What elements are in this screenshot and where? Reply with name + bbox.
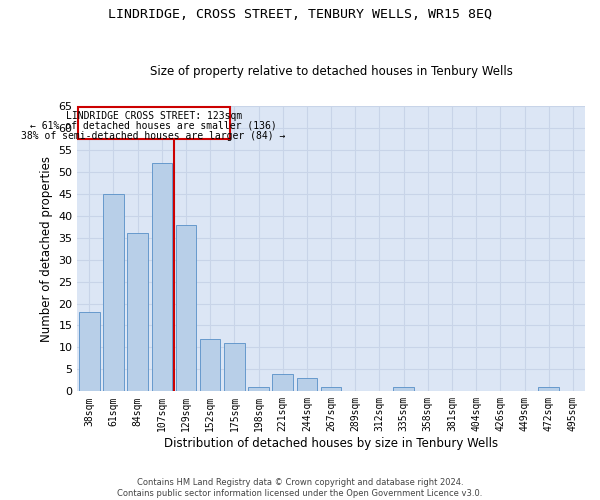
Bar — [394, 387, 414, 392]
Text: LINDRIDGE, CROSS STREET, TENBURY WELLS, WR15 8EQ: LINDRIDGE, CROSS STREET, TENBURY WELLS, … — [108, 8, 492, 20]
Bar — [321, 387, 341, 392]
Bar — [103, 194, 124, 392]
Bar — [224, 343, 245, 392]
Bar — [272, 374, 293, 392]
Text: LINDRIDGE CROSS STREET: 123sqm: LINDRIDGE CROSS STREET: 123sqm — [65, 112, 242, 122]
Text: Contains HM Land Registry data © Crown copyright and database right 2024.
Contai: Contains HM Land Registry data © Crown c… — [118, 478, 482, 498]
Text: 38% of semi-detached houses are larger (84) →: 38% of semi-detached houses are larger (… — [22, 130, 286, 140]
Bar — [79, 312, 100, 392]
FancyBboxPatch shape — [77, 107, 230, 139]
Bar — [538, 387, 559, 392]
Bar — [200, 338, 220, 392]
Bar — [152, 163, 172, 392]
Bar — [248, 387, 269, 392]
Y-axis label: Number of detached properties: Number of detached properties — [40, 156, 53, 342]
Bar — [127, 234, 148, 392]
Text: ← 61% of detached houses are smaller (136): ← 61% of detached houses are smaller (13… — [30, 121, 277, 131]
X-axis label: Distribution of detached houses by size in Tenbury Wells: Distribution of detached houses by size … — [164, 437, 498, 450]
Bar — [296, 378, 317, 392]
Title: Size of property relative to detached houses in Tenbury Wells: Size of property relative to detached ho… — [149, 66, 512, 78]
Bar — [176, 224, 196, 392]
